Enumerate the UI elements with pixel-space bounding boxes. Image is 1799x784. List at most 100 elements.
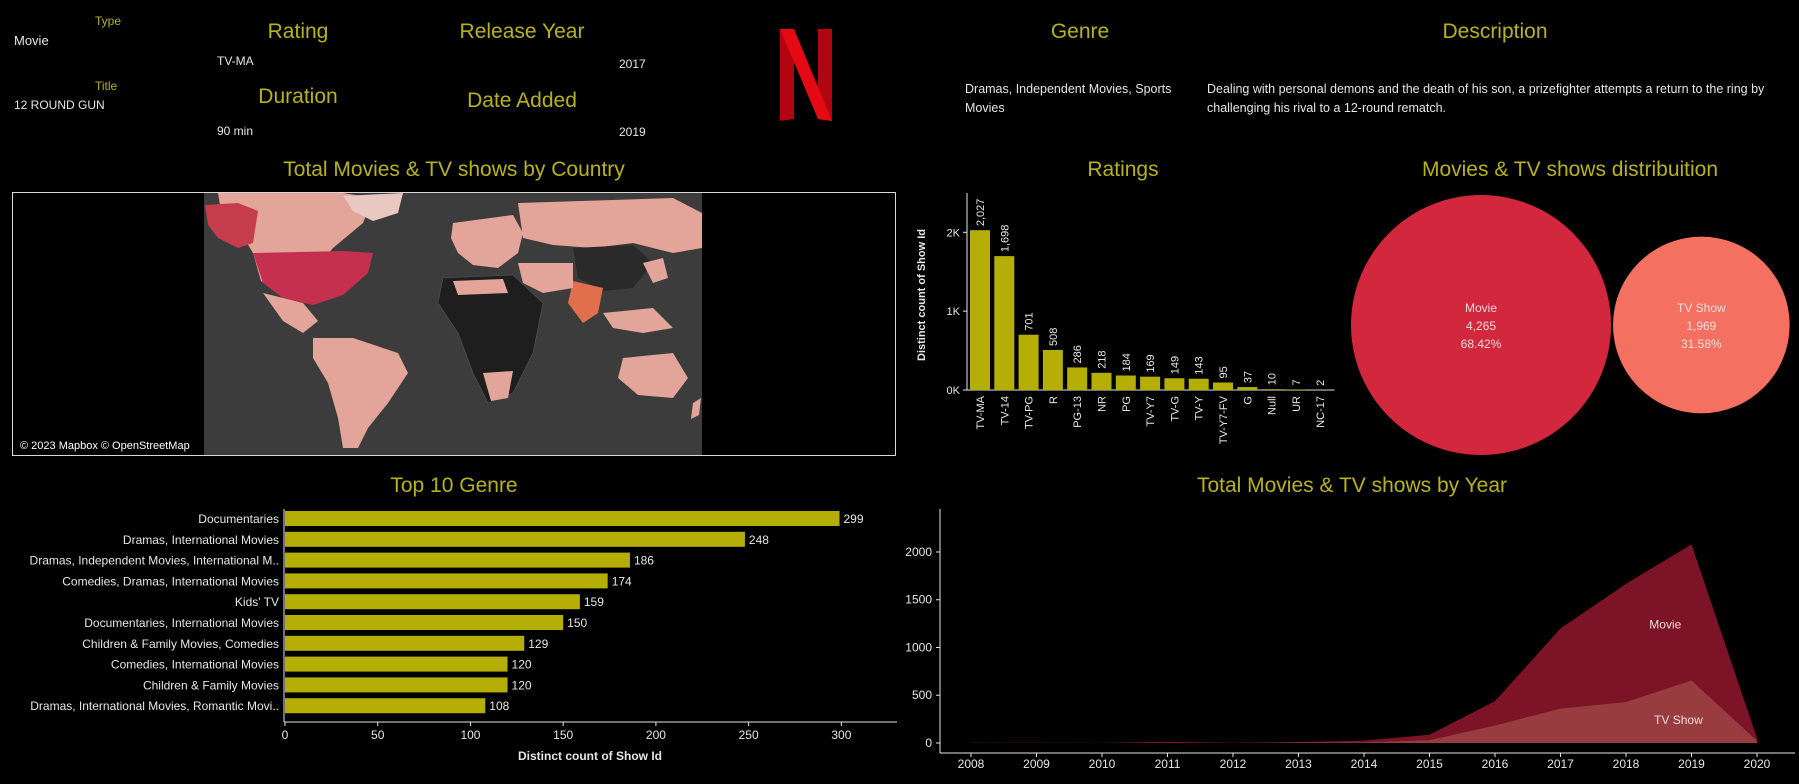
country-china[interactable] — [573, 245, 653, 291]
rating-value: TV-MA — [217, 54, 254, 68]
distribution-value-label: 1,969 — [1686, 319, 1716, 333]
country-usa[interactable] — [253, 251, 373, 305]
genre-bar — [285, 594, 580, 610]
date-added-value: 2019 — [619, 125, 646, 139]
rating-heading: Rating — [267, 20, 329, 43]
country-europe[interactable] — [451, 215, 523, 268]
year-x-tick-label: 2020 — [1744, 757, 1771, 771]
distribution-bubble — [1613, 236, 1790, 414]
genre-bar-value: 150 — [567, 616, 587, 630]
genre-heading: Genre — [1050, 20, 1110, 43]
country-south-america[interactable] — [313, 338, 408, 448]
country-india[interactable] — [568, 281, 603, 323]
genre-bar-value: 120 — [512, 678, 532, 692]
ratings-bar-value: 169 — [1145, 354, 1157, 372]
country-south-africa[interactable] — [483, 371, 513, 401]
genre-chart-title: Top 10 Genre — [390, 474, 518, 497]
genre-x-tick-label: 100 — [460, 728, 480, 742]
genre-bar-value: 159 — [584, 595, 604, 609]
year-y-tick-label: 1500 — [905, 593, 932, 607]
ratings-bar-value: 7 — [1291, 379, 1303, 385]
year-x-tick-label: 2013 — [1285, 757, 1312, 771]
country-russia[interactable] — [518, 198, 702, 253]
distribution-bubble — [1351, 195, 1611, 455]
year-x-tick-label: 2016 — [1482, 757, 1509, 771]
ratings-bar-value: 2 — [1315, 380, 1327, 386]
ratings-category-label: G — [1242, 396, 1254, 405]
year-area-tvshow — [971, 680, 1757, 743]
country-middle-east[interactable] — [518, 263, 573, 293]
ratings-bar-value: 37 — [1242, 371, 1254, 383]
ratings-bar — [1042, 349, 1063, 390]
ratings-bar-value: 95 — [1218, 366, 1230, 378]
ratings-bar-value: 1,698 — [999, 225, 1011, 253]
distribution-value-label: 4,265 — [1466, 319, 1496, 333]
genre-bar-value: 186 — [634, 554, 654, 568]
year-chart-title: Total Movies & TV shows by Year — [1196, 474, 1508, 497]
year-area-movie — [971, 544, 1757, 743]
ratings-bar — [1285, 389, 1306, 390]
country-se-asia[interactable] — [603, 308, 673, 333]
duration-heading: Duration — [258, 85, 338, 108]
year-y-tick-label: 2000 — [905, 545, 932, 559]
year-x-tick-label: 2011 — [1155, 757, 1181, 771]
ratings-bar — [1164, 378, 1185, 390]
ratings-bar — [1067, 367, 1088, 390]
country-alaska[interactable] — [205, 203, 258, 248]
release-year-value: 2017 — [619, 57, 646, 71]
duration-value: 90 min — [217, 124, 254, 138]
genre-bar-value: 120 — [512, 658, 532, 672]
year-x-tick-label: 2018 — [1613, 757, 1640, 771]
ratings-category-label: UR — [1291, 396, 1303, 412]
ratings-y-tick-label: 1K — [947, 306, 961, 318]
country-map[interactable]: © 2023 Mapbox © OpenStreetMap — [12, 192, 896, 456]
genre-bar — [285, 573, 608, 589]
ratings-category-label: TV-Y7 — [1145, 396, 1157, 427]
year-y-tick-label: 1000 — [905, 640, 932, 654]
genre-x-tick-label: 200 — [646, 728, 666, 742]
ratings-bar — [1213, 382, 1233, 390]
genre-bar — [285, 552, 630, 568]
ratings-bar-value: 701 — [1024, 312, 1036, 330]
ratings-category-label: TV-PG — [1024, 396, 1036, 429]
genre-category-label: Comedies, International Movies — [111, 658, 279, 672]
title-label: Title — [95, 79, 118, 93]
genre-category-label: Dramas, International Movies — [123, 533, 279, 547]
ratings-title: Ratings — [1087, 158, 1159, 181]
genre-category-label: Comedies, Dramas, International Movies — [62, 574, 279, 588]
description-heading: Description — [1442, 20, 1548, 43]
genre-category-label: Documentaries, International Movies — [84, 616, 279, 630]
country-australia[interactable] — [618, 353, 688, 398]
genre-bar-value: 248 — [749, 533, 769, 547]
year-chart: 0 500 1000 1500 2000 2008 2009 2010 2011 2012 2013… — [905, 509, 1795, 771]
ratings-bar-value: 149 — [1169, 356, 1181, 374]
genre-bar — [285, 531, 745, 547]
ratings-bar — [1237, 387, 1258, 390]
country-japan[interactable] — [643, 258, 668, 283]
genre-bar — [285, 511, 840, 526]
year-x-tick-label: 2008 — [958, 757, 985, 771]
ratings-bar-value: 10 — [1267, 373, 1279, 385]
genre-bar — [285, 635, 525, 651]
ratings-category-label: Null — [1267, 396, 1279, 415]
country-mexico[interactable] — [263, 293, 318, 333]
genre-x-axis-title: Distinct count of Show Id — [518, 749, 662, 763]
ratings-bar — [1140, 376, 1161, 390]
ratings-bar-value: 2,027 — [975, 199, 987, 227]
year-x-tick-label: 2015 — [1416, 757, 1443, 771]
ratings-bar-value: 143 — [1194, 356, 1206, 374]
distribution-category-label: Movie — [1465, 301, 1497, 315]
map-title: Total Movies & TV shows by Country — [283, 158, 625, 181]
year-y-tick-label: 0 — [925, 736, 932, 750]
country-new-zealand[interactable] — [691, 398, 701, 419]
ratings-category-label: NR — [1097, 396, 1109, 412]
distribution-percent-label: 31.58% — [1681, 337, 1722, 351]
year-y-tick-label: 500 — [912, 688, 932, 702]
genre-x-tick-label: 150 — [553, 728, 573, 742]
ratings-bar-value: 508 — [1048, 328, 1060, 346]
ratings-bar — [1115, 375, 1136, 390]
country-north-africa[interactable] — [453, 279, 508, 295]
country-greenland[interactable] — [343, 193, 403, 221]
description-value: Dealing with personal demons and the dea… — [1207, 82, 1765, 115]
genre-x-tick-label: 250 — [739, 728, 759, 742]
